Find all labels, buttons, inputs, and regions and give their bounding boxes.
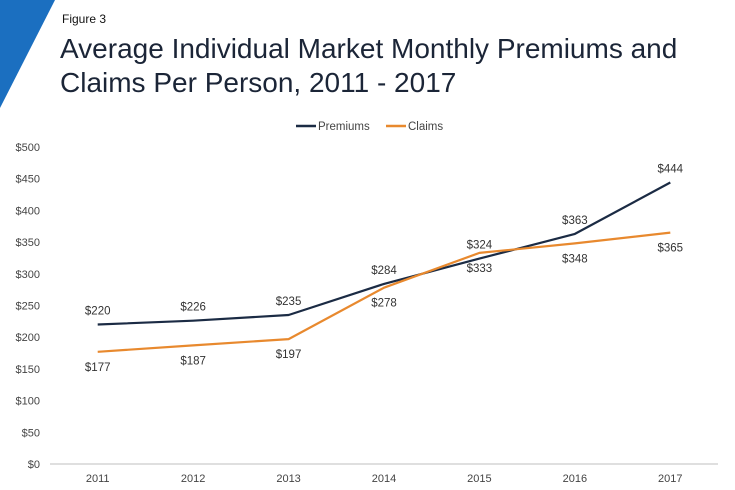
legend-label-premiums: Premiums [318, 121, 370, 133]
data-label-premiums: $324 [467, 240, 493, 252]
x-tick-label: 2017 [658, 473, 682, 485]
series-line-premiums [97, 181, 671, 326]
page-title: Average Individual Market Monthly Premiu… [60, 33, 678, 98]
y-tick-label: $400 [16, 205, 40, 217]
y-axis-labels: $0 $50 $100 $150 $200 $250 $300 $350 $400 $450 $50… [16, 142, 40, 471]
y-tick-label: $450 [16, 174, 40, 186]
x-tick-label: 2015 [467, 473, 491, 485]
y-tick-label: $250 [16, 301, 40, 313]
data-label-premiums: $284 [371, 265, 397, 277]
y-tick-label: $200 [16, 332, 40, 344]
data-label-premiums: $363 [562, 215, 588, 227]
data-label-claims: $365 [657, 243, 683, 255]
corner-accent-shape [0, 0, 55, 108]
y-tick-label: $300 [16, 269, 40, 281]
data-label-claims: $278 [371, 298, 397, 310]
data-label-claims: $333 [467, 263, 493, 275]
x-tick-label: 2016 [563, 473, 587, 485]
series-line-claims [97, 231, 671, 353]
y-tick-label: $150 [16, 364, 40, 376]
data-label-premiums: $235 [276, 296, 302, 308]
legend-label-claims: Claims [408, 121, 443, 133]
legend: Premiums Claims [296, 121, 443, 133]
data-label-claims: $197 [276, 349, 302, 361]
x-tick-label: 2011 [86, 473, 110, 485]
x-tick-label: 2014 [372, 473, 396, 485]
data-label-claims: $348 [562, 253, 588, 265]
x-tick-label: 2013 [276, 473, 300, 485]
y-tick-label: $50 [22, 427, 40, 439]
data-label-claims: $187 [180, 355, 206, 367]
x-tick-label: 2012 [181, 473, 205, 485]
data-label-premiums: $226 [180, 302, 206, 314]
data-label-premiums: $444 [657, 164, 683, 176]
data-labels: $220 $226 $235 $284 $324 $363 $444 $177 $187 $197… [85, 164, 684, 374]
y-tick-label: $350 [16, 237, 40, 249]
x-axis: 2011 2012 2013 2014 2015 2016 2017 [50, 463, 718, 485]
series-lines [97, 181, 671, 353]
y-tick-label: $0 [28, 459, 40, 471]
data-label-claims: $177 [85, 362, 111, 374]
y-tick-label: $100 [16, 396, 40, 408]
data-label-premiums: $220 [85, 306, 111, 318]
figure-label: Figure 3 [62, 12, 107, 26]
y-tick-label: $500 [16, 142, 40, 154]
